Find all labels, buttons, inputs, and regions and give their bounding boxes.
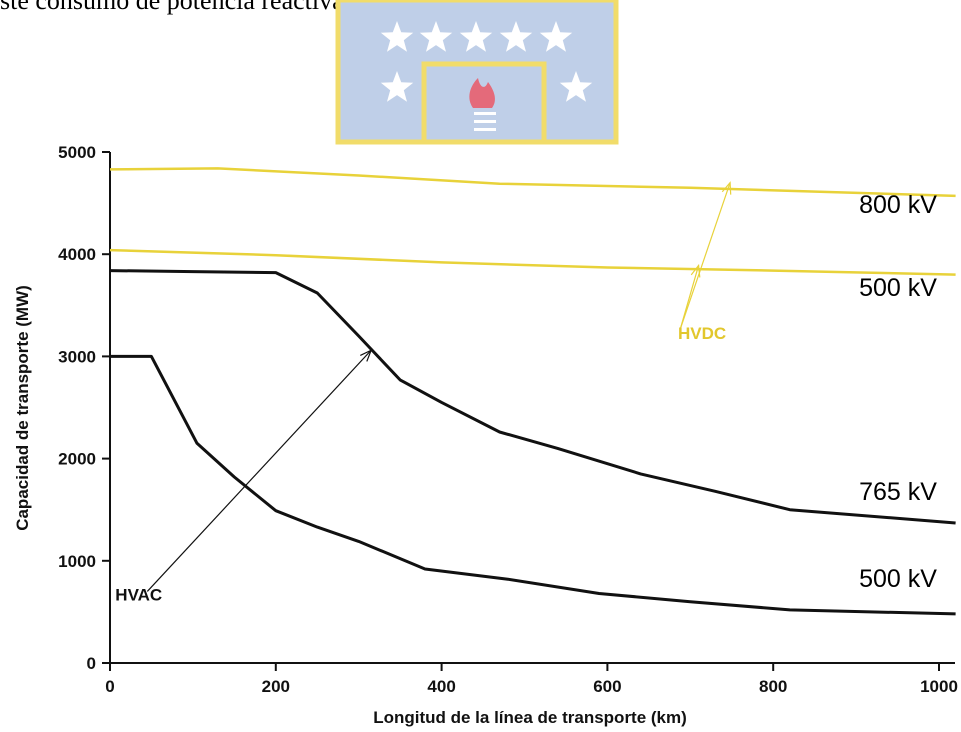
x-tick-label: 600 xyxy=(593,677,621,696)
series-labels: 800 kV 500 kV 765 kV 500 kV xyxy=(859,191,937,593)
annotation-label-hvdc: HVDC xyxy=(678,324,726,343)
series-label: 800 kV xyxy=(859,191,937,219)
series-line-hvac-500kv xyxy=(110,354,956,616)
ticks: 0 1000 2000 3000 4000 5000 0 200 400 600 800 1000 xyxy=(58,143,958,696)
y-tick-label: 1000 xyxy=(58,552,96,571)
arrowhead-icon xyxy=(360,349,373,362)
series-lines xyxy=(109,167,956,616)
x-axis-title: Longitud de la línea de transporte (km) xyxy=(373,708,687,727)
series-line-hvdc-500kv xyxy=(109,248,956,276)
y-tick-label: 0 xyxy=(87,654,96,673)
x-tick-label: 1000 xyxy=(920,677,958,696)
x-tick-label: 400 xyxy=(427,677,455,696)
y-tick-label: 4000 xyxy=(58,245,96,264)
arrowhead-icon xyxy=(721,181,732,195)
annotation-arrow xyxy=(679,182,731,329)
series-line-hvac-765kv xyxy=(109,269,956,525)
y-tick-label: 2000 xyxy=(58,450,96,469)
annotation-arrow xyxy=(146,349,372,592)
series-label: 500 kV xyxy=(859,565,937,593)
series-label: 500 kV xyxy=(859,274,937,302)
annotation-label-hvac: HVAC xyxy=(115,585,162,604)
y-tick-label: 5000 xyxy=(58,143,96,162)
y-tick-label: 3000 xyxy=(58,347,96,366)
y-axis-title: Capacidad de transporte (MW) xyxy=(13,285,32,531)
axes xyxy=(108,152,955,664)
x-tick-label: 200 xyxy=(262,677,290,696)
series-line-hvdc-800kv xyxy=(109,167,956,198)
x-tick-label: 800 xyxy=(759,677,787,696)
annotations: HVAC HVDC xyxy=(115,181,732,604)
x-tick-label: 0 xyxy=(105,677,114,696)
series-label: 765 kV xyxy=(859,478,937,506)
